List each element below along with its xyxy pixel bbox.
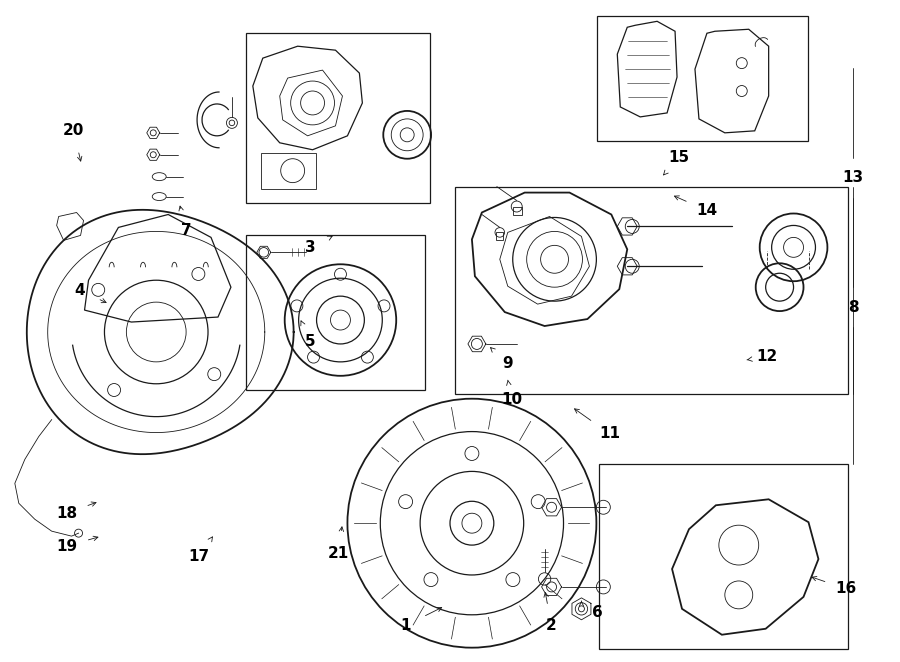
Bar [599, 465, 849, 649]
Text: 12: 12 [756, 350, 778, 364]
Text: 13: 13 [842, 170, 864, 185]
Bar [496, 232, 503, 240]
Text: 15: 15 [669, 150, 689, 166]
Bar [455, 187, 849, 394]
Text: 9: 9 [502, 356, 513, 371]
Bar [598, 17, 808, 141]
Bar [246, 236, 425, 390]
Text: 8: 8 [848, 300, 859, 314]
Text: 16: 16 [836, 581, 857, 596]
Text: 19: 19 [56, 539, 77, 553]
Text: 6: 6 [592, 605, 603, 620]
Text: 21: 21 [328, 545, 349, 561]
Text: 11: 11 [598, 426, 620, 441]
Text: 10: 10 [501, 392, 522, 407]
Text: 5: 5 [305, 334, 316, 350]
Text: 14: 14 [697, 203, 717, 218]
Bar [261, 153, 316, 189]
Text: 4: 4 [74, 283, 85, 298]
Text: 17: 17 [188, 549, 210, 563]
Text: 1: 1 [400, 618, 410, 634]
Text: 7: 7 [181, 223, 192, 238]
Text: 18: 18 [56, 506, 77, 521]
Text: 2: 2 [546, 618, 557, 634]
Bar [246, 33, 430, 203]
Bar [513, 207, 522, 216]
Text: 3: 3 [305, 240, 316, 255]
Text: 20: 20 [63, 123, 85, 138]
